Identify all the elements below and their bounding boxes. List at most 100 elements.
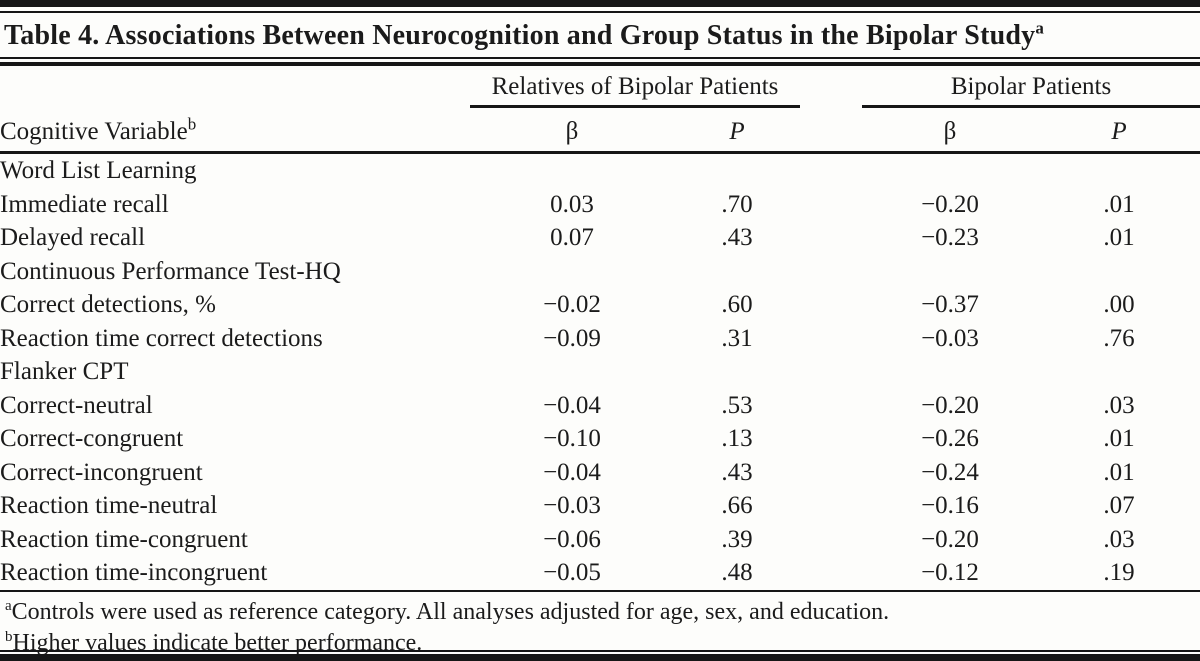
p-value-patients: .01 bbox=[1103, 224, 1135, 251]
p-value-relatives: .70 bbox=[721, 190, 753, 218]
beta-value-relatives: −0.10 bbox=[543, 425, 601, 452]
table-header: Relatives of Bipolar Patients Bipolar Pa… bbox=[0, 66, 1200, 154]
table-row: Delayed recall 0.07 .43 −0.23 .01 bbox=[0, 221, 1200, 255]
spacer-cell bbox=[800, 389, 862, 423]
section-label: Continuous Performance Test-HQ bbox=[0, 257, 341, 285]
beta-value-relatives: −0.06 bbox=[543, 525, 601, 553]
beta-value-relatives: 0.03 bbox=[550, 190, 594, 218]
table-title: Table 4. Associations Between Neurocogni… bbox=[0, 13, 1200, 57]
beta-value-relatives: 0.07 bbox=[550, 224, 594, 251]
row-label: Reaction time-congruent bbox=[0, 525, 248, 553]
p-value-patients: .00 bbox=[1103, 291, 1135, 318]
beta-value-patients: −0.20 bbox=[921, 190, 979, 218]
section-row: Word List Learning bbox=[0, 153, 1200, 188]
title-thick-rule bbox=[0, 62, 1200, 66]
spacer-cell bbox=[800, 106, 863, 154]
spacer-cell bbox=[800, 288, 862, 322]
bottom-thin-rule bbox=[0, 650, 1200, 652]
table-title-footnote-marker: a bbox=[1035, 18, 1045, 38]
p-column-header-patients: P bbox=[1038, 106, 1200, 154]
p-value-relatives: .60 bbox=[721, 291, 753, 318]
beta-value-patients: −0.23 bbox=[921, 224, 979, 251]
beta-value-relatives: −0.04 bbox=[543, 458, 601, 486]
beta-value-relatives: −0.04 bbox=[543, 391, 601, 419]
p-value-relatives: .48 bbox=[721, 559, 753, 586]
section-row: Continuous Performance Test-HQ bbox=[0, 255, 1200, 289]
beta-value-relatives: −0.05 bbox=[543, 559, 601, 586]
bottom-thick-rule bbox=[0, 654, 1200, 661]
spacer-cell bbox=[800, 556, 862, 590]
p-value-patients: .01 bbox=[1103, 190, 1135, 218]
beta-value-patients: −0.16 bbox=[921, 492, 979, 519]
section-label: Flanker CPT bbox=[0, 358, 129, 385]
spacer-cell bbox=[800, 489, 862, 523]
p-value-patients: .01 bbox=[1103, 458, 1135, 486]
row-label: Correct detections, % bbox=[0, 291, 216, 318]
beta-value-patients: −0.20 bbox=[921, 391, 979, 419]
beta-value-patients: −0.20 bbox=[921, 525, 979, 553]
beta-value-relatives: −0.02 bbox=[543, 291, 601, 318]
p-value-relatives: .43 bbox=[721, 458, 753, 486]
col-group-bipolar-patients: Bipolar Patients bbox=[862, 66, 1200, 108]
spacer-cell bbox=[800, 322, 862, 356]
section-row: Flanker CPT bbox=[0, 355, 1200, 389]
row-label: Correct-neutral bbox=[0, 391, 153, 419]
p-value-relatives: .13 bbox=[721, 425, 753, 452]
p-value-relatives: .31 bbox=[721, 324, 753, 352]
beta-value-patients: −0.24 bbox=[921, 458, 979, 486]
p-value-patients: .03 bbox=[1103, 391, 1135, 419]
beta-value-relatives: −0.09 bbox=[543, 324, 601, 352]
spacer-cell bbox=[800, 188, 862, 222]
beta-column-header-relatives: β bbox=[470, 106, 674, 154]
table-row: Immediate recall 0.03 .70 −0.20 .01 bbox=[0, 188, 1200, 222]
p-value-relatives: .43 bbox=[721, 224, 753, 251]
p-value-relatives: .53 bbox=[721, 391, 753, 419]
row-label: Reaction time-incongruent bbox=[0, 559, 268, 586]
p-value-relatives: .66 bbox=[721, 492, 753, 519]
top-thick-rule bbox=[0, 0, 1200, 7]
row-label: Immediate recall bbox=[0, 190, 169, 218]
table-row: Reaction time-congruent −0.06 .39 −0.20 … bbox=[0, 523, 1200, 557]
column-header-row: Cognitive Variableb β P β P bbox=[0, 106, 1200, 154]
table-row: Correct-incongruent −0.04 .43 −0.24 .01 bbox=[0, 456, 1200, 490]
spacer-cell bbox=[800, 456, 862, 490]
beta-value-patients: −0.03 bbox=[921, 324, 979, 352]
col-group-relatives: Relatives of Bipolar Patients bbox=[470, 66, 801, 108]
table-body: Word List Learning Immediate recall 0.03… bbox=[0, 153, 1200, 590]
title-thin-rule bbox=[0, 57, 1200, 59]
row-label: Delayed recall bbox=[0, 224, 146, 251]
spacer-cell bbox=[0, 66, 470, 107]
beta-value-patients: −0.37 bbox=[921, 291, 979, 318]
table-row: Reaction time-incongruent −0.05 .48 −0.1… bbox=[0, 556, 1200, 590]
top-thin-rule bbox=[0, 11, 1200, 13]
p-value-relatives: .39 bbox=[721, 525, 753, 553]
row-label: Reaction time correct detections bbox=[0, 324, 323, 352]
footnote-a: aControls were used as reference categor… bbox=[5, 597, 1196, 628]
table-row: Correct-congruent −0.10 .13 −0.26 .01 bbox=[0, 422, 1200, 456]
column-group-row: Relatives of Bipolar Patients Bipolar Pa… bbox=[0, 66, 1200, 108]
p-value-patients: .07 bbox=[1103, 492, 1135, 519]
spacer-cell bbox=[800, 523, 862, 557]
beta-column-header-patients: β bbox=[862, 106, 1039, 154]
row-header: Cognitive Variableb bbox=[0, 106, 470, 154]
row-header-label: Cognitive Variable bbox=[0, 118, 188, 145]
beta-value-patients: −0.26 bbox=[921, 425, 979, 452]
footnote-b-marker: b bbox=[5, 628, 13, 645]
table-row: Reaction time-neutral −0.03 .66 −0.16 .0… bbox=[0, 489, 1200, 523]
beta-value-relatives: −0.03 bbox=[543, 492, 601, 519]
table-row: Reaction time correct detections −0.09 .… bbox=[0, 322, 1200, 356]
row-label: Correct-incongruent bbox=[0, 458, 203, 486]
beta-value-patients: −0.12 bbox=[921, 559, 979, 586]
table-title-text: Table 4. Associations Between Neurocogni… bbox=[4, 20, 1036, 51]
p-value-patients: .03 bbox=[1103, 525, 1135, 553]
footnote-a-text: Controls were used as reference category… bbox=[11, 598, 890, 625]
spacer-cell bbox=[800, 422, 862, 456]
associations-table: Relatives of Bipolar Patients Bipolar Pa… bbox=[0, 66, 1200, 590]
row-header-footnote-marker: b bbox=[187, 114, 197, 134]
row-label: Correct-congruent bbox=[0, 425, 184, 452]
footnote-a-marker: a bbox=[5, 597, 12, 614]
row-label: Reaction time-neutral bbox=[0, 492, 218, 519]
spacer-cell bbox=[800, 221, 862, 255]
footnotes: aControls were used as reference categor… bbox=[0, 592, 1200, 659]
